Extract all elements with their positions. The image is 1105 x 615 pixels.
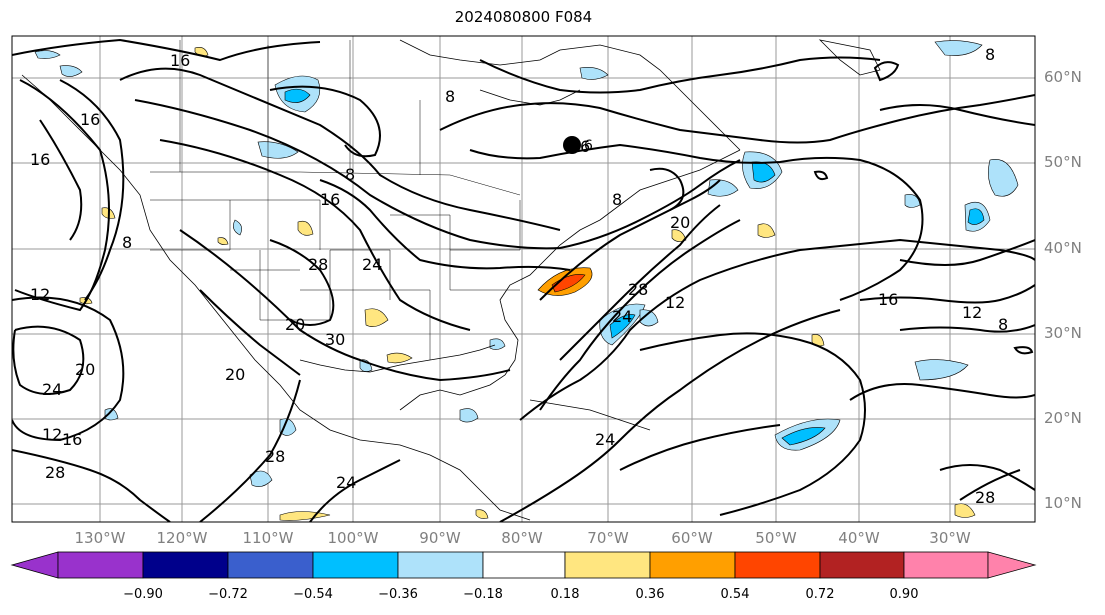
- contour-label: 16: [878, 290, 898, 309]
- lon-label: 90°W: [419, 529, 461, 547]
- contour-label: 28: [628, 280, 648, 299]
- contour-label: 8: [998, 315, 1008, 334]
- colorbar-tick-label: −0.90: [123, 587, 163, 602]
- political-borders: [150, 40, 521, 360]
- contour-lines: [12, 38, 1035, 522]
- lon-label: 80°W: [501, 529, 543, 547]
- colorbar-tick-label: 0.18: [550, 587, 580, 602]
- contour-label: 24: [336, 473, 356, 492]
- colorbar-tick-label: −0.36: [378, 587, 418, 602]
- map-title: 2024080800 F084: [454, 8, 593, 26]
- lon-label: 120°W: [156, 529, 208, 547]
- colorbar-tick-label: −0.54: [293, 587, 333, 602]
- colorbar-tick-label: −0.72: [208, 587, 248, 602]
- contour-label: 12: [962, 303, 982, 322]
- contour-label: 8: [445, 87, 455, 106]
- lon-label: 70°W: [587, 529, 629, 547]
- colorbar-segment: [819, 551, 905, 579]
- lon-label: 110°W: [242, 529, 294, 547]
- contour-label: 28: [265, 447, 285, 466]
- contour-label: 20: [225, 365, 245, 384]
- contour-label: 24: [612, 307, 632, 326]
- colorbar-left-triangle: [10, 551, 59, 579]
- contour-label: 16: [62, 430, 82, 449]
- contour-label: 20: [75, 360, 95, 379]
- contour-label: 16: [320, 190, 340, 209]
- contour-label: 8: [345, 165, 355, 184]
- contour-label: 12: [42, 425, 62, 444]
- colorbar-segment: [482, 551, 566, 579]
- lat-label: 60°N: [1044, 68, 1082, 86]
- lat-label: 20°N: [1044, 409, 1082, 427]
- lon-label: 60°W: [671, 529, 713, 547]
- contour-label: 16: [80, 110, 100, 129]
- lat-label: 10°N: [1044, 494, 1082, 512]
- contour-label: 28: [45, 463, 65, 482]
- colorbar-segment: [564, 551, 651, 579]
- location-marker: [563, 136, 581, 154]
- contour-label: 16: [30, 150, 50, 169]
- colorbar-segment: [734, 551, 821, 579]
- contour-label: 12: [30, 285, 50, 304]
- lon-label: 40°W: [838, 529, 880, 547]
- lon-label: 130°W: [74, 529, 126, 547]
- contour-label: 28: [308, 255, 328, 274]
- contour-label: 8: [985, 45, 995, 64]
- colorbar-tick-label: 0.54: [720, 587, 750, 602]
- contour-label: 16: [170, 51, 190, 70]
- colorbar-segment: [227, 551, 314, 579]
- contour-label: 8: [122, 233, 132, 252]
- colorbar-tick-label: 0.36: [635, 587, 665, 602]
- colorbar-segment: [312, 551, 399, 579]
- contour-label: 12: [665, 293, 685, 312]
- colorbar-tick-label: −0.18: [463, 587, 503, 602]
- contour-label: 6: [580, 137, 590, 156]
- lon-label: 50°W: [755, 529, 797, 547]
- lon-label: 100°W: [327, 529, 379, 547]
- contour-label: 24: [595, 430, 615, 449]
- map-frame: [11, 35, 1036, 523]
- contour-label: 24: [42, 380, 62, 399]
- colorbar-segment: [649, 551, 736, 579]
- colorbar-segment: [142, 551, 229, 579]
- contour-label: 30: [325, 330, 345, 349]
- contour-label: 8: [612, 190, 622, 209]
- lat-label: 50°N: [1044, 153, 1082, 171]
- colorbar: [10, 551, 1037, 579]
- colorbar-tick-label: 0.72: [805, 587, 835, 602]
- contour-label-group: 16 8 16 8 12 16 6 8 16 24 28 20 30 20 24…: [30, 45, 1008, 507]
- colorbar-segment: [57, 551, 144, 579]
- contour-label: 24: [362, 255, 382, 274]
- colorbar-segment: [397, 551, 484, 579]
- lat-label: 30°N: [1044, 324, 1082, 342]
- colorbar-segment: [903, 551, 989, 579]
- coastlines: [21, 39, 881, 521]
- colorbar-right-triangle: [987, 551, 1037, 579]
- colorbar-tick-label: 0.90: [889, 587, 919, 602]
- lon-label: 30°W: [929, 529, 971, 547]
- contour-label: 20: [285, 315, 305, 334]
- contour-label: 28: [975, 488, 995, 507]
- contour-label: 20: [670, 213, 690, 232]
- lat-label: 40°N: [1044, 239, 1082, 257]
